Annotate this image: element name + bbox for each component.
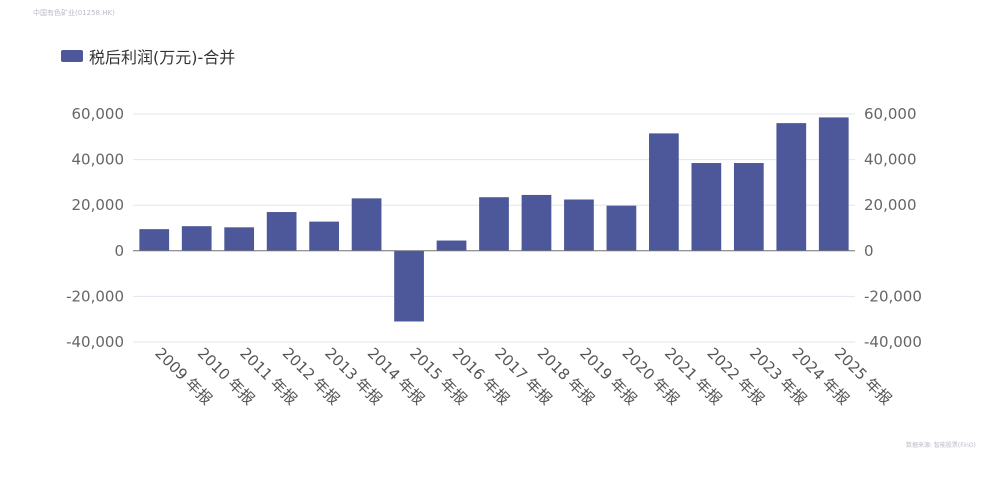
bar[interactable]: [139, 229, 170, 251]
y-tick-label-left: 60,000: [72, 105, 125, 123]
chart-legend[interactable]: 税后利润(万元)-合并: [61, 44, 235, 68]
y-tick-label-left: -20,000: [66, 287, 124, 305]
bar[interactable]: [479, 197, 509, 251]
bar[interactable]: [606, 205, 637, 251]
bar[interactable]: [394, 250, 424, 322]
y-tick-label-right: 40,000: [864, 151, 917, 169]
bar[interactable]: [351, 198, 382, 251]
bar[interactable]: [436, 240, 467, 251]
y-tick-label-left: 0: [114, 242, 124, 260]
y-tick-label-right: 20,000: [864, 196, 917, 214]
bar[interactable]: [733, 163, 764, 251]
bar[interactable]: [691, 163, 722, 251]
corner-title: 中国有色矿业(01258.HK): [33, 9, 115, 17]
y-tick-label-right: -20,000: [864, 287, 922, 305]
bar[interactable]: [818, 117, 849, 251]
y-tick-label-right: -40,000: [864, 333, 922, 351]
legend-swatch: [61, 50, 83, 62]
bar[interactable]: [309, 221, 339, 251]
bar[interactable]: [564, 199, 594, 251]
bar[interactable]: [266, 212, 297, 251]
y-tick-label-left: -40,000: [66, 333, 124, 351]
bar[interactable]: [181, 226, 212, 251]
source-note: 数据来源: 智能股票(FinO): [906, 442, 976, 449]
bars: [139, 117, 849, 322]
bar[interactable]: [649, 133, 679, 251]
bar[interactable]: [521, 194, 552, 251]
y-tick-label-left: 40,000: [72, 151, 125, 169]
y-tick-label-right: 60,000: [864, 105, 917, 123]
y-tick-label-right: 0: [864, 242, 874, 260]
legend-label: 税后利润(万元)-合并: [89, 48, 236, 67]
bar[interactable]: [224, 227, 255, 251]
y-tick-label-left: 20,000: [72, 196, 125, 214]
bar[interactable]: [776, 123, 807, 251]
